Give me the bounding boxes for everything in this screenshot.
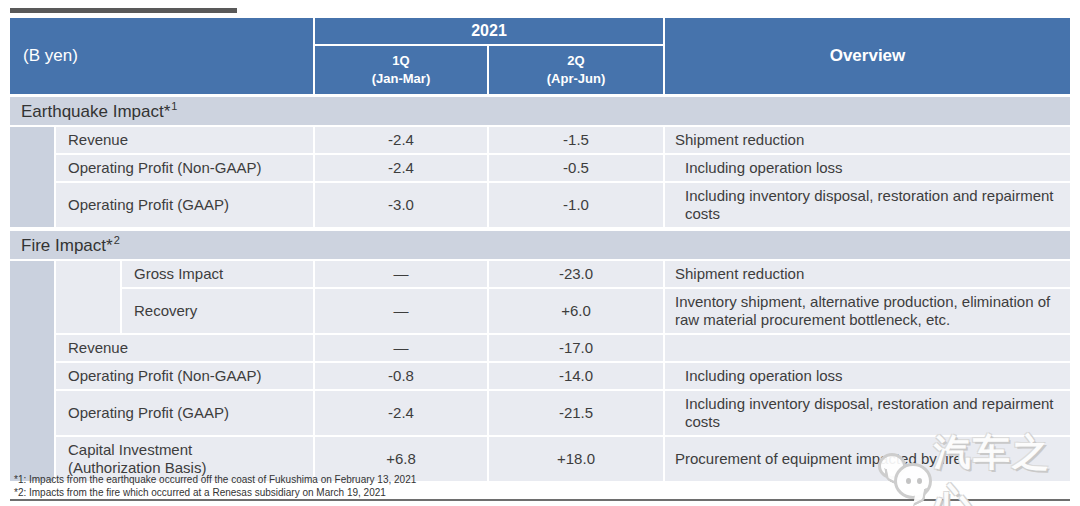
quarter-header-row: 1Q (Jan-Mar) 2Q (Apr-Jun) [315,46,663,94]
quarter-header-1q: 1Q (Jan-Mar) [315,46,487,94]
q1-value: — [315,335,487,361]
q1-value: -2.4 [315,155,487,181]
section-header: Earthquake Impact*1 [10,97,1070,125]
indent-strip [10,127,54,227]
q1-value: — [315,261,487,287]
unit-label: (B yen) [23,46,78,66]
rows-col: Gross Impact—-23.0Shipment reductionReco… [122,261,1070,333]
q2-value: -17.0 [489,335,663,361]
title-underline-bar [10,8,237,13]
year-header: 2021 [315,18,663,44]
table-row: Recovery—+6.0Inventory shipment, alterna… [122,289,1070,333]
sub-indent-group: Gross Impact—-23.0Shipment reductionReco… [56,261,1070,333]
impact-table: (B yen) 2021 1Q (Jan-Mar) 2Q (Apr-Jun) O… [10,18,1070,485]
row-label: Operating Profit (Non-GAAP) [56,155,313,181]
row-label: Revenue [56,335,313,361]
overview-cell: Procurement of equipment impacted by fir… [665,437,1070,481]
row-label: Operating Profit (GAAP) [56,183,313,227]
row-label: Gross Impact [122,261,313,287]
section-title: Earthquake Impact*1 [21,100,177,122]
overview-cell: Including operation loss [665,363,1070,389]
table-row: Revenue-2.4-1.5Shipment reduction [56,127,1070,153]
row-label: Recovery [122,289,313,333]
table-header: (B yen) 2021 1Q (Jan-Mar) 2Q (Apr-Jun) O… [10,18,1070,94]
row-label: Operating Profit (GAAP) [56,391,313,435]
section-body: Revenue-2.4-1.5Shipment reductionOperati… [10,127,1070,227]
q2-value: -0.5 [489,155,663,181]
q2-value: -14.0 [489,363,663,389]
q2-value: -1.5 [489,127,663,153]
table-row: Operating Profit (GAAP)-2.4-21.5Includin… [56,391,1070,435]
overview-cell: Including inventory disposal, restoratio… [665,183,1070,227]
table-row: Operating Profit (Non-GAAP)-0.8-14.0Incl… [56,363,1070,389]
year-quarter-columns: 2021 1Q (Jan-Mar) 2Q (Apr-Jun) [315,18,663,94]
unit-label-cell: (B yen) [10,18,313,94]
overview-cell [665,335,1070,361]
section-title: Fire Impact*2 [21,234,120,256]
overview-header: Overview [665,18,1070,94]
table-row: Operating Profit (GAAP)-3.0-1.0Including… [56,183,1070,227]
q2-value: +6.0 [489,289,663,333]
footnote-line: *2: Impacts from the fire which occurred… [14,487,416,500]
overview-cell: Inventory shipment, alternative producti… [665,289,1070,333]
indent-strip-2 [56,261,120,333]
q1-value: — [315,289,487,333]
footnote-ref: 2 [114,234,120,246]
footnotes: *1: Impacts from the earthquake occurred… [14,474,416,499]
quarter-header-2q: 2Q (Apr-Jun) [489,46,663,94]
q2-value: -21.5 [489,391,663,435]
q1-value: -2.4 [315,127,487,153]
indent-strip [10,261,54,481]
overview-cell: Including inventory disposal, restoratio… [665,391,1070,435]
overview-cell: Shipment reduction [665,261,1070,287]
q1-value: -0.8 [315,363,487,389]
q2-value: +18.0 [489,437,663,481]
row-label: Revenue [56,127,313,153]
bottom-divider [10,499,1070,501]
section-header: Fire Impact*2 [10,231,1070,259]
table-row: Operating Profit (Non-GAAP)-2.4-0.5Inclu… [56,155,1070,181]
row-label: Operating Profit (Non-GAAP) [56,363,313,389]
table-row: Gross Impact—-23.0Shipment reduction [122,261,1070,287]
q2-value: -1.0 [489,183,663,227]
q1-value: -2.4 [315,391,487,435]
rows-col: Revenue-2.4-1.5Shipment reductionOperati… [56,127,1070,227]
footnote-ref: 1 [171,100,177,112]
q1-value: -3.0 [315,183,487,227]
section-body: Gross Impact—-23.0Shipment reductionReco… [10,261,1070,481]
footnote-line: *1: Impacts from the earthquake occurred… [14,474,416,487]
rows-col: Gross Impact—-23.0Shipment reductionReco… [56,261,1070,481]
q2-value: -23.0 [489,261,663,287]
overview-cell: Shipment reduction [665,127,1070,153]
table-row: Revenue—-17.0 [56,335,1070,361]
overview-cell: Including operation loss [665,155,1070,181]
table-body: Earthquake Impact*1Revenue-2.4-1.5Shipme… [10,97,1070,481]
